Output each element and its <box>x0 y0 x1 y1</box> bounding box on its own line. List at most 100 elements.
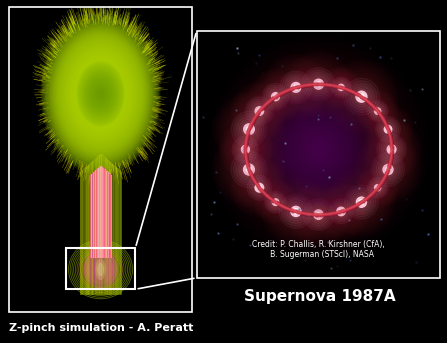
Polygon shape <box>81 67 120 121</box>
Ellipse shape <box>95 264 106 275</box>
Circle shape <box>371 153 405 187</box>
Circle shape <box>247 99 271 123</box>
Circle shape <box>220 48 417 248</box>
Circle shape <box>386 128 390 131</box>
Circle shape <box>236 117 261 142</box>
Ellipse shape <box>94 263 107 276</box>
Circle shape <box>369 179 387 197</box>
Circle shape <box>264 85 287 108</box>
Ellipse shape <box>86 255 115 284</box>
Circle shape <box>383 141 400 158</box>
Circle shape <box>376 109 379 113</box>
Circle shape <box>351 86 372 107</box>
Circle shape <box>303 199 334 230</box>
Ellipse shape <box>81 250 120 288</box>
Polygon shape <box>72 55 129 133</box>
Polygon shape <box>57 34 144 154</box>
Circle shape <box>214 43 423 254</box>
Circle shape <box>246 167 252 172</box>
Circle shape <box>239 119 259 140</box>
Polygon shape <box>85 73 116 115</box>
Circle shape <box>257 86 380 211</box>
Circle shape <box>337 208 345 215</box>
Circle shape <box>372 182 384 194</box>
Circle shape <box>272 199 279 205</box>
Circle shape <box>249 78 388 218</box>
Polygon shape <box>88 76 113 111</box>
Polygon shape <box>43 16 158 172</box>
Polygon shape <box>93 84 108 104</box>
Circle shape <box>385 143 398 156</box>
Circle shape <box>246 127 252 132</box>
Ellipse shape <box>100 269 101 270</box>
Text: Z-pinch simulation - A. Peratt: Z-pinch simulation - A. Peratt <box>9 322 193 333</box>
Polygon shape <box>94 85 107 102</box>
Circle shape <box>387 145 396 154</box>
Circle shape <box>233 154 265 185</box>
Circle shape <box>314 210 323 219</box>
Circle shape <box>356 91 367 102</box>
Polygon shape <box>73 57 128 131</box>
Polygon shape <box>42 15 159 173</box>
Polygon shape <box>49 23 152 164</box>
Circle shape <box>241 121 257 137</box>
Circle shape <box>268 97 369 199</box>
Polygon shape <box>96 88 105 100</box>
Polygon shape <box>71 54 130 134</box>
Ellipse shape <box>93 262 108 277</box>
Polygon shape <box>48 23 153 165</box>
Circle shape <box>381 122 395 137</box>
Polygon shape <box>65 46 136 142</box>
Circle shape <box>291 82 301 92</box>
Circle shape <box>257 186 261 190</box>
Circle shape <box>235 63 402 233</box>
Polygon shape <box>64 44 137 144</box>
Polygon shape <box>84 72 117 116</box>
Circle shape <box>314 80 323 89</box>
Polygon shape <box>80 65 122 122</box>
Circle shape <box>331 201 351 222</box>
Circle shape <box>248 76 389 220</box>
Circle shape <box>304 70 333 98</box>
Circle shape <box>274 201 277 204</box>
Circle shape <box>293 209 298 214</box>
Circle shape <box>249 177 270 198</box>
Polygon shape <box>82 69 119 119</box>
Circle shape <box>371 105 384 117</box>
Circle shape <box>249 101 270 121</box>
Circle shape <box>244 124 254 135</box>
Polygon shape <box>76 61 125 127</box>
Polygon shape <box>83 70 118 118</box>
Polygon shape <box>99 92 102 96</box>
Circle shape <box>282 197 310 226</box>
Polygon shape <box>56 33 145 155</box>
Polygon shape <box>59 38 142 150</box>
Polygon shape <box>67 48 135 140</box>
Circle shape <box>346 81 377 113</box>
Circle shape <box>384 126 392 133</box>
Circle shape <box>375 108 380 114</box>
Polygon shape <box>57 35 144 152</box>
Circle shape <box>244 124 254 134</box>
Circle shape <box>257 186 261 190</box>
Circle shape <box>225 54 412 243</box>
Circle shape <box>251 103 267 119</box>
Ellipse shape <box>96 264 105 274</box>
Polygon shape <box>80 66 121 121</box>
Circle shape <box>255 184 263 192</box>
Polygon shape <box>92 82 109 105</box>
Polygon shape <box>69 51 132 137</box>
Polygon shape <box>89 79 112 109</box>
Circle shape <box>224 52 413 245</box>
Circle shape <box>266 95 371 201</box>
Polygon shape <box>41 13 160 175</box>
Circle shape <box>339 209 343 213</box>
Circle shape <box>333 79 350 96</box>
Circle shape <box>356 91 367 102</box>
Polygon shape <box>96 87 105 101</box>
Circle shape <box>287 78 305 97</box>
Circle shape <box>291 206 301 216</box>
Circle shape <box>381 139 402 160</box>
Circle shape <box>239 159 259 180</box>
Circle shape <box>389 147 394 152</box>
